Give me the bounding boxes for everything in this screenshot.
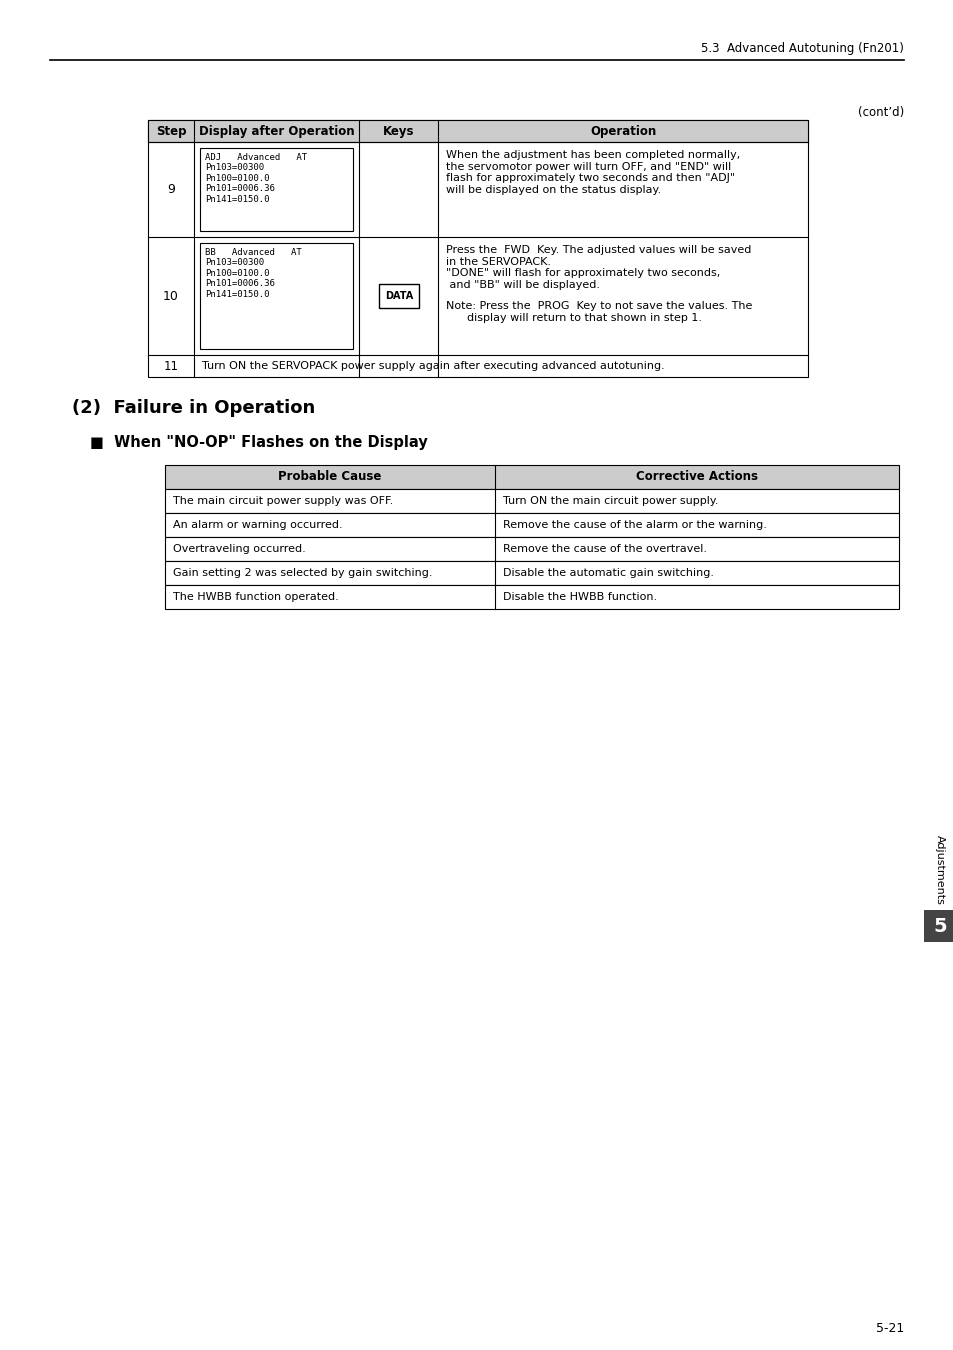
Text: Adjustments: Adjustments bbox=[934, 836, 944, 904]
Text: Keys: Keys bbox=[383, 124, 415, 138]
Text: An alarm or warning occurred.: An alarm or warning occurred. bbox=[172, 520, 342, 531]
Bar bbox=[148, 120, 807, 377]
Text: Probable Cause: Probable Cause bbox=[278, 471, 381, 483]
Bar bbox=[165, 562, 898, 585]
Text: Operation: Operation bbox=[590, 124, 656, 138]
Text: Turn ON the SERVOPACK power supply again after executing advanced autotuning.: Turn ON the SERVOPACK power supply again… bbox=[202, 360, 664, 371]
Text: Remove the cause of the alarm or the warning.: Remove the cause of the alarm or the war… bbox=[503, 520, 766, 531]
Bar bbox=[200, 148, 353, 231]
Text: Turn ON the main circuit power supply.: Turn ON the main circuit power supply. bbox=[503, 495, 718, 506]
Text: (cont’d): (cont’d) bbox=[857, 107, 903, 119]
Text: Corrective Actions: Corrective Actions bbox=[636, 471, 758, 483]
Bar bbox=[923, 910, 953, 942]
Text: DATA: DATA bbox=[384, 292, 413, 301]
Text: 5.3  Advanced Autotuning (Fn201): 5.3 Advanced Autotuning (Fn201) bbox=[700, 42, 903, 55]
Text: ADJ   Advanced   AT
Pn103=00300
Pn100=0100.0
Pn101=0006.36
Pn141=0150.0: ADJ Advanced AT Pn103=00300 Pn100=0100.0… bbox=[205, 153, 307, 204]
Text: 10: 10 bbox=[163, 289, 179, 302]
Bar bbox=[165, 464, 898, 489]
Text: Remove the cause of the overtravel.: Remove the cause of the overtravel. bbox=[503, 544, 706, 554]
Bar bbox=[148, 120, 807, 142]
Text: Press the  FWD  Key. The adjusted values will be saved
in the SERVOPACK.
"DONE" : Press the FWD Key. The adjusted values w… bbox=[446, 244, 751, 290]
Bar bbox=[165, 513, 898, 537]
Bar bbox=[165, 489, 898, 513]
Bar bbox=[165, 537, 898, 562]
Text: When the adjustment has been completed normally,
the servomotor power will turn : When the adjustment has been completed n… bbox=[446, 150, 740, 194]
Text: 11: 11 bbox=[163, 359, 178, 373]
Text: (2)  Failure in Operation: (2) Failure in Operation bbox=[71, 400, 314, 417]
Text: Disable the automatic gain switching.: Disable the automatic gain switching. bbox=[503, 568, 714, 578]
Bar bbox=[165, 585, 898, 609]
Text: ■  When "NO-OP" Flashes on the Display: ■ When "NO-OP" Flashes on the Display bbox=[90, 435, 427, 450]
Text: The main circuit power supply was OFF.: The main circuit power supply was OFF. bbox=[172, 495, 393, 506]
Text: Display after Operation: Display after Operation bbox=[198, 124, 355, 138]
Text: Step: Step bbox=[155, 124, 186, 138]
Bar bbox=[378, 284, 418, 308]
Bar bbox=[200, 243, 353, 350]
Text: Disable the HWBB function.: Disable the HWBB function. bbox=[503, 593, 657, 602]
Text: 9: 9 bbox=[167, 184, 174, 196]
Text: 5-21: 5-21 bbox=[875, 1322, 903, 1335]
Text: The HWBB function operated.: The HWBB function operated. bbox=[172, 593, 338, 602]
Text: Gain setting 2 was selected by gain switching.: Gain setting 2 was selected by gain swit… bbox=[172, 568, 432, 578]
Text: Overtraveling occurred.: Overtraveling occurred. bbox=[172, 544, 305, 554]
Text: BB   Advanced   AT
Pn103=00300
Pn100=0100.0
Pn101=0006.36
Pn141=0150.0: BB Advanced AT Pn103=00300 Pn100=0100.0 … bbox=[205, 248, 302, 298]
Text: 5: 5 bbox=[932, 917, 945, 936]
Text: Note: Press the  PROG  Key to not save the values. The
      display will return: Note: Press the PROG Key to not save the… bbox=[446, 301, 752, 323]
